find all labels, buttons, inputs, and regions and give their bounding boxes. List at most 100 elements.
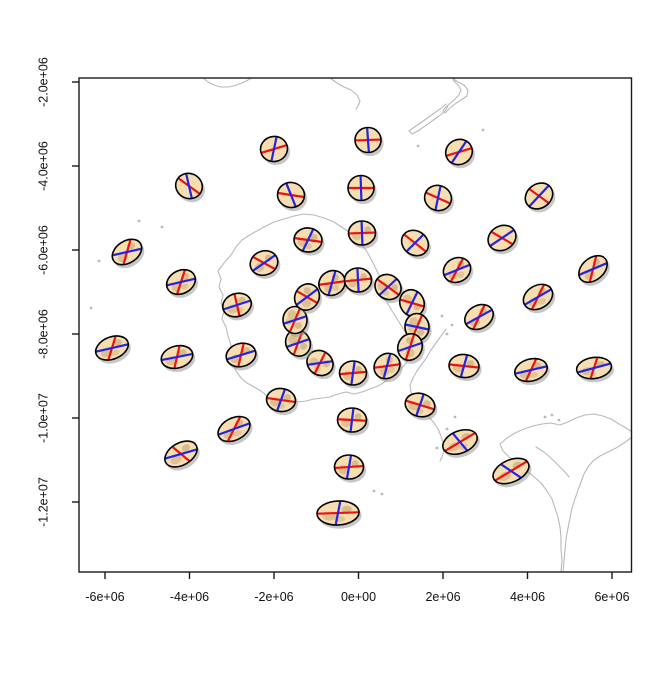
tissot-ellipse	[265, 387, 299, 416]
tissot-ellipse	[318, 269, 348, 299]
x-tick-label: 2e+06	[425, 590, 460, 604]
ellipse-outline	[333, 454, 365, 480]
y-tick-label: -1.0e+07	[36, 393, 50, 443]
blue-axis-line	[360, 221, 364, 245]
tissot-ellipse	[442, 428, 480, 458]
islet	[435, 446, 439, 450]
ellipse-outline	[575, 356, 613, 380]
land-patch	[283, 394, 291, 402]
land-patch	[466, 360, 475, 368]
ellipse-outline	[276, 181, 306, 209]
tissot-ellipse	[373, 352, 403, 383]
islet	[481, 128, 485, 132]
tissot-ellipse	[463, 303, 496, 334]
ellipse-outline	[265, 387, 297, 413]
blue-axis-line	[444, 264, 470, 276]
land-patch	[299, 342, 308, 350]
tissot-ellipse	[306, 349, 336, 380]
blue-axis-line	[218, 422, 250, 436]
coastline-australia-fragment-a	[202, 77, 253, 88]
blue-axis-line	[405, 323, 429, 331]
tissot-ellipse	[293, 283, 322, 314]
blue-axis-line	[307, 360, 333, 366]
blue-axis-line	[270, 137, 278, 161]
land-patch	[302, 298, 312, 308]
tissot-ellipse	[347, 220, 379, 249]
ellipse-outline	[423, 184, 453, 212]
ellipse-outline	[336, 407, 368, 433]
blue-axis-line	[452, 433, 468, 451]
y-tick-label: -4.0e+06	[36, 141, 50, 191]
blue-axis-line	[356, 268, 360, 292]
islet	[445, 427, 449, 431]
ellipse-outline	[442, 428, 478, 456]
coastline-new-zealand-south	[408, 103, 449, 135]
ellipse-outline	[259, 135, 289, 163]
land-patch	[113, 339, 122, 347]
x-tick-label: 6e+06	[594, 590, 629, 604]
islet	[372, 489, 376, 493]
tissot-ellipse	[284, 329, 313, 360]
coastline-new-zealand-north	[442, 77, 469, 114]
tissot-ellipse	[249, 249, 281, 279]
coastline-south-america-north-coast	[499, 413, 633, 445]
tissot-ellipse	[164, 440, 200, 471]
land-patch	[310, 233, 318, 242]
x-tick-label: 0e+00	[341, 590, 376, 604]
ellipse-outline	[524, 182, 554, 210]
tissot-ellipse	[160, 344, 196, 373]
tissot-ellipse	[338, 360, 370, 389]
tissot-ellipse	[448, 353, 482, 382]
ellipse-outline	[522, 283, 554, 311]
tissot-ellipse	[259, 135, 291, 166]
land-patch	[111, 349, 120, 356]
ellipse-outline	[343, 267, 373, 293]
blue-axis-line	[349, 408, 355, 432]
tissot-ellipse	[347, 174, 377, 205]
land-patch	[538, 298, 546, 305]
islet	[450, 323, 454, 327]
land-patch	[233, 430, 242, 437]
tissot-ellipse	[487, 224, 519, 255]
ellipse-outline	[487, 224, 517, 252]
blue-axis-line	[415, 394, 425, 416]
tissot-ellipse	[492, 457, 532, 488]
ellipse-outline	[293, 283, 321, 311]
tissot-ellipse	[336, 407, 370, 436]
ellipse-outline	[225, 342, 257, 368]
tissot-ellipse	[333, 454, 367, 483]
ellipse-outline	[111, 238, 143, 266]
blue-axis-line	[434, 186, 442, 210]
ellipse-outline	[463, 303, 495, 331]
blue-axis-line	[378, 278, 398, 296]
blue-axis-line	[345, 455, 353, 479]
tissot-ellipse	[522, 283, 556, 314]
tissot-ellipse	[111, 238, 145, 269]
tissot-ellipse	[293, 227, 325, 256]
ellipse-outline	[94, 335, 130, 361]
tissot-ellipse	[398, 288, 427, 320]
blue-axis-line	[382, 353, 392, 379]
blue-axis-line	[96, 343, 128, 353]
y-tick-label: -8.0e+06	[36, 309, 50, 359]
ellipse-outline	[442, 256, 472, 284]
ellipse-outline	[492, 457, 530, 485]
islet	[543, 415, 547, 419]
islet	[440, 314, 444, 318]
land-patch	[303, 287, 311, 294]
blue-axis-line	[112, 247, 142, 257]
ellipse-outline	[249, 249, 279, 277]
islet	[550, 413, 554, 417]
x-tick-label: -4e+06	[170, 590, 209, 604]
land-patch	[354, 413, 362, 421]
ellipse-outline	[374, 273, 402, 301]
tissot-ellipse	[423, 184, 455, 215]
land-patch	[529, 371, 538, 378]
land-patch	[332, 284, 340, 291]
islet	[445, 332, 449, 336]
blue-axis-line	[489, 229, 515, 247]
blue-axis-line	[359, 176, 363, 200]
tissot-ellipse	[524, 182, 556, 213]
islet	[97, 259, 101, 263]
tissot-ellipse	[165, 268, 198, 298]
